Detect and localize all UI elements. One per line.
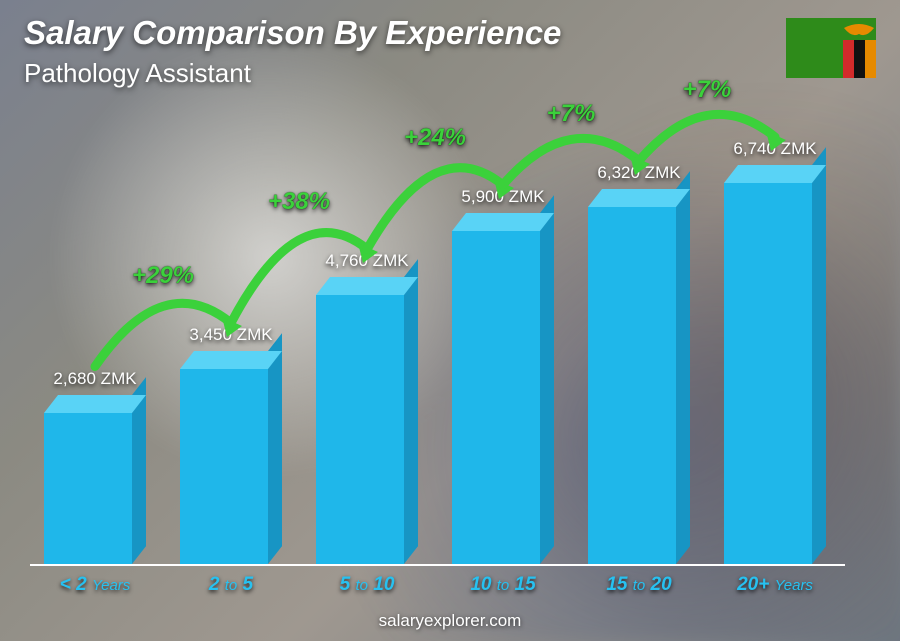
category-label: 2 to 5 (166, 574, 296, 596)
flag-icon (786, 18, 876, 78)
bar-chart: 2,680 ZMK< 2 Years3,450 ZMK2 to 54,760 Z… (30, 100, 845, 564)
bar (452, 231, 554, 564)
category-label: 5 to 10 (302, 574, 432, 596)
bar-front (452, 231, 540, 564)
bar-front (44, 413, 132, 564)
bar-front (316, 295, 404, 564)
bar-top (452, 213, 554, 231)
bar (316, 295, 418, 564)
chart-canvas: Salary Comparison By Experience Patholog… (0, 0, 900, 641)
bar-side (676, 171, 690, 564)
bar-side (540, 195, 554, 564)
value-label: 4,760 ZMK (302, 251, 432, 271)
category-label: 20+ Years (710, 574, 840, 596)
bar-side (812, 147, 826, 564)
pct-badge: +7% (547, 100, 596, 128)
bar (724, 183, 826, 564)
bar-front (724, 183, 812, 564)
category-label: 10 to 15 (438, 574, 568, 596)
bar-top (724, 165, 826, 183)
chart-title: Salary Comparison By Experience (24, 14, 561, 52)
bar-top (316, 277, 418, 295)
category-label: < 2 Years (30, 574, 160, 596)
bar-front (180, 369, 268, 564)
pct-badge: +38% (268, 188, 330, 216)
bar (44, 413, 146, 564)
bar-top (588, 189, 690, 207)
value-label: 5,900 ZMK (438, 187, 568, 207)
value-label: 6,740 ZMK (710, 139, 840, 159)
bar-front (588, 207, 676, 564)
bar (180, 369, 282, 564)
bar-top (180, 351, 282, 369)
category-label: 15 to 20 (574, 574, 704, 596)
bar-top (44, 395, 146, 413)
pct-badge: +29% (132, 262, 194, 290)
value-label: 6,320 ZMK (574, 163, 704, 183)
pct-badge: +24% (404, 124, 466, 152)
chart-subtitle: Pathology Assistant (24, 58, 251, 89)
x-axis-baseline (30, 564, 845, 566)
pct-badge: +7% (683, 76, 732, 104)
bar-side (404, 259, 418, 564)
bar (588, 207, 690, 564)
value-label: 3,450 ZMK (166, 325, 296, 345)
footer-attribution: salaryexplorer.com (0, 611, 900, 631)
value-label: 2,680 ZMK (30, 369, 160, 389)
